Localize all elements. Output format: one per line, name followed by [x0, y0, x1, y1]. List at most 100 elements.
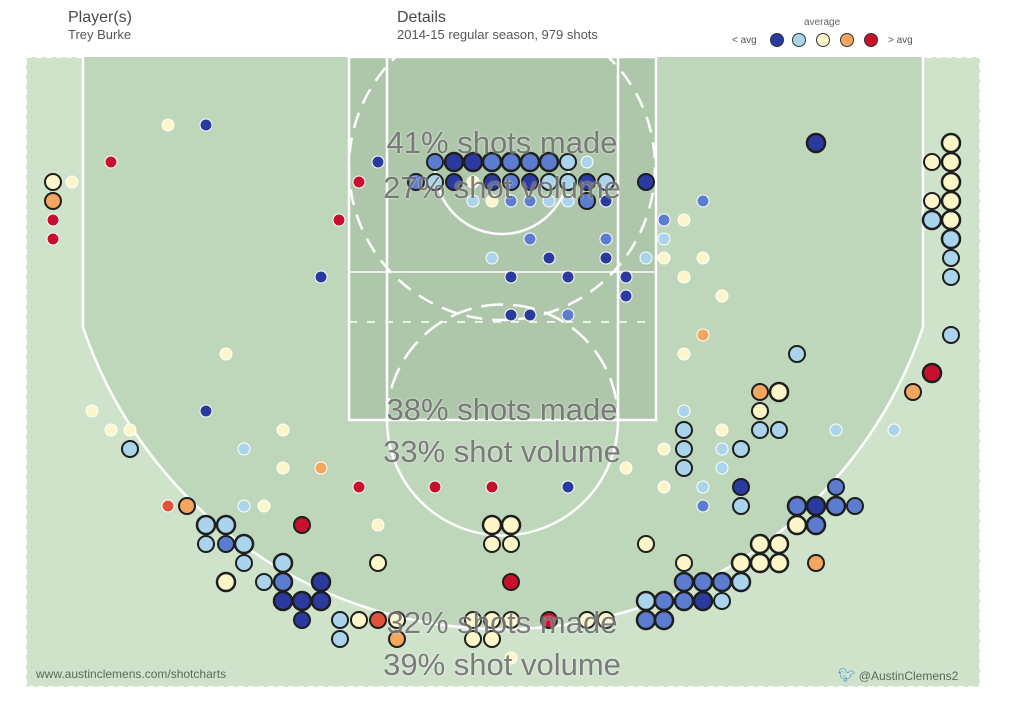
shot-marker-39 — [578, 192, 596, 210]
shot-marker-22 — [426, 173, 444, 191]
shot-marker-84 — [770, 421, 788, 439]
shot-marker-76 — [942, 326, 960, 344]
shot-marker-6 — [46, 213, 60, 227]
shot-marker-95 — [276, 461, 290, 475]
shot-marker-66 — [923, 153, 941, 171]
shot-marker-91 — [123, 423, 137, 437]
twitter-handle-text: @AustinClemens2 — [858, 669, 959, 683]
shot-marker-51 — [657, 251, 671, 265]
shot-marker-89 — [199, 404, 213, 418]
zone-three-volume: 39% shot volume — [383, 647, 621, 682]
shot-marker-49 — [599, 251, 613, 265]
legend-low-label: < avg — [732, 35, 757, 46]
shot-marker-104 — [675, 421, 693, 439]
shot-marker-171 — [730, 552, 752, 574]
zone-midrange-made: 38% shots made — [386, 392, 618, 427]
shot-marker-153 — [464, 630, 482, 648]
free-throw-circle — [347, 57, 657, 322]
shot-marker-183 — [827, 478, 845, 496]
details-label: Details — [397, 9, 446, 26]
source-link[interactable]: www.austinclemens.com/shotcharts — [36, 667, 227, 681]
shot-marker-125 — [235, 554, 253, 572]
player-name: Trey Burke — [68, 27, 132, 42]
shot-marker-26 — [502, 173, 520, 191]
shot-chart: 41% shots made 27% shot volume 38% shots… — [26, 57, 980, 687]
shot-marker-29 — [559, 173, 577, 191]
shot-marker-68 — [940, 171, 962, 193]
shot-marker-67 — [940, 151, 962, 173]
player-label: Player(s) — [68, 9, 133, 26]
shot-marker-20 — [580, 155, 594, 169]
shot-marker-164 — [673, 571, 695, 593]
twitter-bird-icon: 🐦︎ — [838, 667, 856, 683]
shot-marker-100 — [561, 480, 575, 494]
shot-marker-126 — [272, 552, 294, 574]
shot-marker-121 — [215, 514, 237, 536]
shot-marker-86 — [887, 423, 901, 437]
legend-title: average — [804, 17, 841, 28]
shot-marker-182 — [846, 497, 864, 515]
shot-marker-18 — [538, 151, 560, 173]
shot-marker-181 — [825, 495, 847, 517]
shot-marker-9 — [352, 175, 366, 189]
three-point-line — [81, 57, 925, 631]
shot-marker-105 — [675, 440, 693, 458]
shot-marker-113 — [732, 478, 750, 496]
shot-marker-127 — [215, 571, 237, 593]
shot-marker-27 — [521, 173, 539, 191]
shot-marker-59 — [504, 308, 518, 322]
shot-marker-43 — [677, 213, 691, 227]
shot-marker-110 — [732, 440, 750, 458]
shot-marker-108 — [715, 442, 729, 456]
shot-marker-0 — [161, 118, 175, 132]
shot-marker-149 — [388, 630, 406, 648]
shot-marker-168 — [675, 554, 693, 572]
shot-marker-175 — [768, 533, 790, 555]
shot-marker-78 — [904, 383, 922, 401]
shot-marker-60 — [523, 308, 537, 322]
zone-paint-volume: 27% shot volume — [383, 170, 621, 205]
shot-marker-54 — [561, 270, 575, 284]
shot-marker-41 — [696, 194, 710, 208]
shot-marker-120 — [195, 514, 217, 536]
shot-marker-154 — [483, 630, 501, 648]
shot-marker-180 — [805, 495, 827, 517]
shot-marker-52 — [696, 251, 710, 265]
zone-paint-made: 41% shots made — [386, 125, 618, 160]
shot-marker-3 — [44, 173, 62, 191]
shot-marker-155 — [504, 651, 518, 665]
shot-marker-147 — [388, 611, 406, 629]
shot-marker-139 — [500, 514, 522, 536]
shot-marker-159 — [635, 590, 657, 612]
shot-marker-61 — [561, 308, 575, 322]
shot-marker-130 — [310, 571, 332, 593]
shot-marker-71 — [921, 209, 943, 231]
shot-marker-88 — [85, 404, 99, 418]
legend-high-label: > avg — [888, 35, 913, 46]
twitter-handle[interactable]: 🐦︎ @AustinClemens2 — [838, 667, 958, 684]
legend-swatch-5 — [864, 33, 878, 47]
shot-marker-35 — [504, 194, 518, 208]
shot-marker-118 — [237, 499, 251, 513]
court-lines — [81, 57, 925, 631]
shots-layer — [44, 118, 962, 665]
shot-marker-179 — [786, 495, 808, 517]
shot-marker-172 — [749, 552, 771, 574]
zone-three-made: 32% shots made — [386, 605, 618, 640]
shot-marker-73 — [940, 228, 962, 250]
shot-marker-7 — [46, 232, 60, 246]
shot-marker-132 — [291, 590, 313, 612]
shot-marker-24 — [466, 175, 480, 189]
shot-marker-70 — [940, 190, 962, 212]
legend-swatch-2 — [792, 33, 806, 47]
shot-marker-90 — [104, 423, 118, 437]
shot-marker-96 — [314, 461, 328, 475]
legend-swatch-1 — [770, 33, 784, 47]
shot-marker-10 — [332, 213, 346, 227]
shot-marker-161 — [673, 590, 695, 612]
shot-marker-137 — [369, 554, 387, 572]
shot-marker-87 — [219, 347, 233, 361]
shot-marker-12 — [426, 153, 444, 171]
shot-marker-141 — [502, 535, 520, 553]
color-legend: average < avg > avg — [730, 16, 930, 56]
